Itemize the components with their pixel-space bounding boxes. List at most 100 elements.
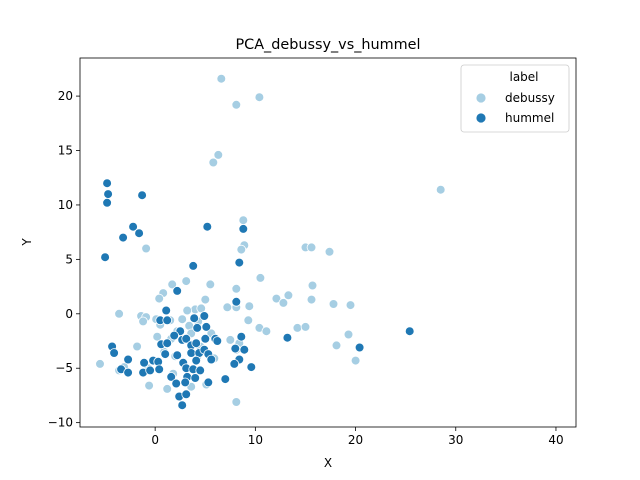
point-hummel-64 (166, 372, 177, 382)
point-hummel-3 (137, 190, 147, 201)
y-tick-label: −5 (55, 361, 73, 375)
point-debussy-5 (435, 184, 446, 195)
point-hummel-29 (282, 332, 293, 343)
point-debussy-66 (350, 355, 361, 366)
point-hummel-41 (172, 350, 183, 361)
point-hummel-62 (195, 365, 206, 376)
point-debussy-14 (181, 276, 192, 286)
point-debussy-32 (222, 302, 233, 313)
point-hummel-9 (100, 252, 110, 263)
point-hummel-10 (234, 257, 245, 268)
point-hummel-35 (230, 343, 241, 354)
point-hummel-22 (169, 330, 180, 341)
y-axis-label: Y (20, 238, 34, 247)
point-hummel-32 (162, 338, 173, 349)
point-hummel-2 (102, 198, 112, 208)
point-hummel-56 (123, 367, 133, 378)
x-tick-label: 0 (151, 433, 159, 447)
point-hummel-73 (177, 400, 188, 411)
point-debussy-18 (231, 283, 242, 294)
point-debussy-60 (331, 340, 342, 351)
x-tick-label: 20 (348, 433, 363, 447)
point-debussy-15 (167, 279, 178, 290)
legend-marker-debussy (475, 92, 487, 104)
point-debussy-33 (182, 305, 193, 316)
x-tick-label: 30 (448, 433, 463, 447)
point-hummel-36 (239, 344, 250, 355)
chart-title: PCA_debussy_vs_hummel (235, 37, 420, 53)
point-debussy-13 (255, 273, 266, 283)
point-hummel-54 (246, 362, 257, 372)
point-debussy-23 (200, 294, 211, 305)
point-hummel-11 (188, 261, 199, 271)
point-hummel-7 (134, 228, 144, 239)
point-hummel-17 (189, 313, 200, 324)
point-hummel-27 (212, 336, 223, 346)
point-hummel-52 (206, 354, 217, 365)
point-hummel-5 (128, 221, 138, 232)
point-debussy-72 (144, 380, 154, 391)
y-tick-label: 15 (58, 144, 73, 158)
point-debussy-1 (231, 100, 242, 110)
point-hummel-34 (191, 338, 202, 349)
legend-marker-hummel (475, 112, 487, 124)
point-debussy-25 (278, 298, 289, 308)
point-debussy-29 (244, 301, 255, 312)
point-hummel-66 (190, 373, 201, 383)
point-debussy-21 (283, 290, 294, 301)
point-hummel-24 (181, 333, 192, 344)
legend-box (460, 64, 570, 133)
point-debussy-49 (343, 329, 354, 340)
point-hummel-20 (201, 322, 212, 332)
point-hummel-40 (160, 349, 171, 359)
point-debussy-67 (95, 359, 105, 369)
point-hummel-70 (203, 377, 214, 388)
point-debussy-2 (254, 92, 265, 102)
x-axis-label: X (324, 456, 332, 470)
point-hummel-72 (181, 389, 192, 400)
point-debussy-3 (213, 150, 224, 160)
point-hummel-51 (191, 355, 202, 366)
point-hummel-37 (354, 342, 365, 353)
point-debussy-42 (243, 315, 254, 326)
point-hummel-47 (139, 357, 149, 368)
point-hummel-59 (154, 364, 165, 375)
point-debussy-61 (132, 341, 142, 352)
legend-label-hummel: hummel (505, 111, 554, 125)
point-debussy-8 (236, 244, 247, 255)
ticks-layer: 0 10 20 30 40 −10 −5 0 5 10 15 20 (48, 89, 564, 447)
point-debussy-24 (306, 294, 317, 305)
y-tick-label: 10 (58, 198, 73, 212)
point-hummel-25 (200, 333, 211, 344)
point-hummel-19 (192, 323, 203, 333)
point-debussy-26 (328, 299, 339, 309)
legend-label-debussy: debussy (505, 91, 555, 105)
point-hummel-58 (145, 365, 155, 376)
point-debussy-36 (114, 308, 124, 319)
point-debussy-46 (261, 326, 272, 337)
point-hummel-18 (199, 311, 210, 321)
legend: label debussy hummel (460, 64, 570, 133)
point-debussy-22 (154, 293, 165, 304)
point-debussy-73 (162, 384, 173, 394)
plot-frame (79, 57, 577, 428)
point-debussy-27 (345, 300, 356, 310)
point-debussy-40 (177, 314, 188, 325)
point-hummel-6 (238, 224, 249, 234)
point-debussy-0 (216, 73, 227, 84)
point-hummel-28 (236, 331, 247, 342)
point-hummel-30 (404, 326, 415, 337)
point-debussy-11 (306, 242, 317, 253)
y-tick-label: 5 (65, 252, 73, 266)
point-hummel-46 (123, 354, 133, 365)
point-debussy-48 (300, 322, 311, 332)
point-debussy-53 (152, 331, 163, 342)
y-tick-label: 20 (58, 89, 73, 103)
point-hummel-13 (231, 296, 242, 307)
x-tick-label: 40 (548, 433, 563, 447)
point-hummel-42 (186, 348, 197, 358)
point-debussy-12 (324, 247, 335, 257)
point-debussy-47 (292, 323, 303, 333)
point-debussy-16 (205, 279, 216, 290)
point-hummel-8 (118, 232, 128, 243)
